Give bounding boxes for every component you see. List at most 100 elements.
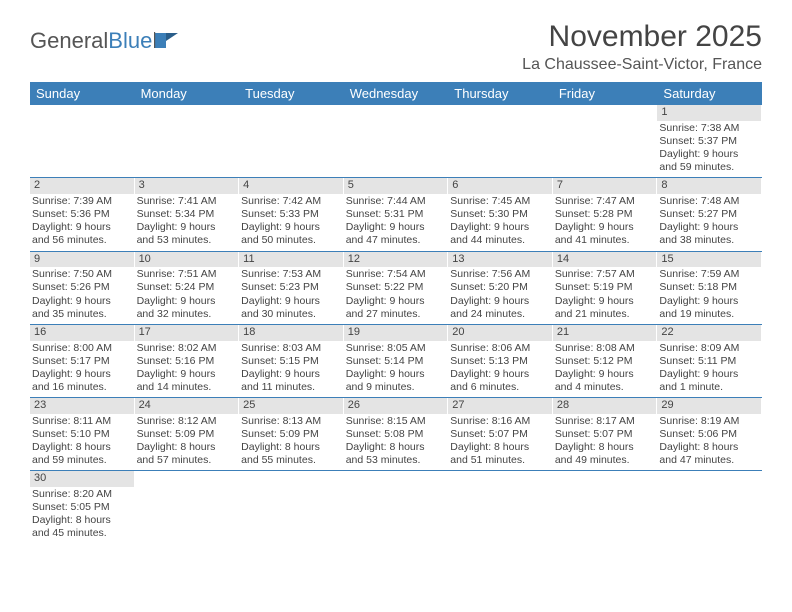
sunrise-text: Sunrise: 7:54 AM [346, 268, 445, 281]
day-number: 21 [553, 325, 658, 341]
week-row: 2Sunrise: 7:39 AMSunset: 5:36 PMDaylight… [30, 178, 762, 251]
title-block: November 2025 La Chaussee-Saint-Victor, … [522, 20, 762, 74]
day-number [239, 471, 344, 487]
day-number [448, 471, 553, 487]
day-cell: 10Sunrise: 7:51 AMSunset: 5:24 PMDayligh… [135, 252, 240, 324]
day-details: Sunrise: 8:02 AMSunset: 5:16 PMDaylight:… [135, 341, 240, 398]
daylight-text: Daylight: 8 hours and 45 minutes. [32, 514, 131, 540]
sunrise-text: Sunrise: 7:56 AM [450, 268, 549, 281]
day-number: 6 [448, 178, 553, 194]
day-number: 30 [30, 471, 135, 487]
day-details: Sunrise: 7:57 AMSunset: 5:19 PMDaylight:… [553, 267, 658, 324]
day-cell [135, 105, 240, 177]
day-cell: 30Sunrise: 8:20 AMSunset: 5:05 PMDayligh… [30, 471, 135, 543]
day-number: 2 [30, 178, 135, 194]
day-cell: 1Sunrise: 7:38 AMSunset: 5:37 PMDaylight… [657, 105, 762, 177]
sunset-text: Sunset: 5:06 PM [659, 428, 758, 441]
day-cell [553, 105, 658, 177]
sunrise-text: Sunrise: 7:50 AM [32, 268, 131, 281]
sunrise-text: Sunrise: 7:53 AM [241, 268, 340, 281]
daylight-text: Daylight: 9 hours and 32 minutes. [137, 295, 236, 321]
day-number: 28 [553, 398, 658, 414]
sunrise-text: Sunrise: 7:48 AM [659, 195, 758, 208]
daylight-text: Daylight: 9 hours and 47 minutes. [346, 221, 445, 247]
day-cell: 3Sunrise: 7:41 AMSunset: 5:34 PMDaylight… [135, 178, 240, 250]
sunrise-text: Sunrise: 7:41 AM [137, 195, 236, 208]
sunrise-text: Sunrise: 8:17 AM [555, 415, 654, 428]
day-cell [239, 471, 344, 543]
day-details: Sunrise: 7:41 AMSunset: 5:34 PMDaylight:… [135, 194, 240, 251]
day-cell: 7Sunrise: 7:47 AMSunset: 5:28 PMDaylight… [553, 178, 658, 250]
day-number: 26 [344, 398, 449, 414]
day-number [448, 105, 553, 121]
day-number: 8 [657, 178, 762, 194]
day-cell: 15Sunrise: 7:59 AMSunset: 5:18 PMDayligh… [657, 252, 762, 324]
day-number: 19 [344, 325, 449, 341]
sunrise-text: Sunrise: 8:06 AM [450, 342, 549, 355]
day-cell: 8Sunrise: 7:48 AMSunset: 5:27 PMDaylight… [657, 178, 762, 250]
sunrise-text: Sunrise: 8:08 AM [555, 342, 654, 355]
calendar: Sunday Monday Tuesday Wednesday Thursday… [30, 82, 762, 544]
day-number: 5 [344, 178, 449, 194]
day-details: Sunrise: 7:48 AMSunset: 5:27 PMDaylight:… [657, 194, 762, 251]
week-row: 1Sunrise: 7:38 AMSunset: 5:37 PMDaylight… [30, 105, 762, 178]
day-details: Sunrise: 8:12 AMSunset: 5:09 PMDaylight:… [135, 414, 240, 471]
daylight-text: Daylight: 9 hours and 50 minutes. [241, 221, 340, 247]
day-number: 17 [135, 325, 240, 341]
sunrise-text: Sunrise: 8:00 AM [32, 342, 131, 355]
weekday-saturday: Saturday [657, 82, 762, 105]
sunset-text: Sunset: 5:26 PM [32, 281, 131, 294]
sunset-text: Sunset: 5:24 PM [137, 281, 236, 294]
day-details: Sunrise: 8:16 AMSunset: 5:07 PMDaylight:… [448, 414, 553, 471]
day-number [553, 471, 658, 487]
day-details: Sunrise: 7:45 AMSunset: 5:30 PMDaylight:… [448, 194, 553, 251]
month-title: November 2025 [522, 20, 762, 54]
sunset-text: Sunset: 5:18 PM [659, 281, 758, 294]
week-row: 9Sunrise: 7:50 AMSunset: 5:26 PMDaylight… [30, 252, 762, 325]
sunrise-text: Sunrise: 7:38 AM [659, 122, 758, 135]
daylight-text: Daylight: 8 hours and 51 minutes. [450, 441, 549, 467]
day-cell: 23Sunrise: 8:11 AMSunset: 5:10 PMDayligh… [30, 398, 135, 470]
sunrise-text: Sunrise: 8:20 AM [32, 488, 131, 501]
day-cell: 16Sunrise: 8:00 AMSunset: 5:17 PMDayligh… [30, 325, 135, 397]
day-details: Sunrise: 7:59 AMSunset: 5:18 PMDaylight:… [657, 267, 762, 324]
daylight-text: Daylight: 9 hours and 1 minute. [659, 368, 758, 394]
day-number: 4 [239, 178, 344, 194]
sunset-text: Sunset: 5:28 PM [555, 208, 654, 221]
sunrise-text: Sunrise: 7:47 AM [555, 195, 654, 208]
day-details: Sunrise: 7:54 AMSunset: 5:22 PMDaylight:… [344, 267, 449, 324]
day-cell: 13Sunrise: 7:56 AMSunset: 5:20 PMDayligh… [448, 252, 553, 324]
logo-text-blue: Blue [108, 28, 152, 54]
day-cell: 19Sunrise: 8:05 AMSunset: 5:14 PMDayligh… [344, 325, 449, 397]
daylight-text: Daylight: 8 hours and 53 minutes. [346, 441, 445, 467]
sunset-text: Sunset: 5:14 PM [346, 355, 445, 368]
day-details: Sunrise: 7:44 AMSunset: 5:31 PMDaylight:… [344, 194, 449, 251]
daylight-text: Daylight: 9 hours and 30 minutes. [241, 295, 340, 321]
sunset-text: Sunset: 5:30 PM [450, 208, 549, 221]
day-details: Sunrise: 7:47 AMSunset: 5:28 PMDaylight:… [553, 194, 658, 251]
day-cell: 11Sunrise: 7:53 AMSunset: 5:23 PMDayligh… [239, 252, 344, 324]
sunset-text: Sunset: 5:33 PM [241, 208, 340, 221]
day-cell: 25Sunrise: 8:13 AMSunset: 5:09 PMDayligh… [239, 398, 344, 470]
day-details: Sunrise: 7:50 AMSunset: 5:26 PMDaylight:… [30, 267, 135, 324]
sunset-text: Sunset: 5:27 PM [659, 208, 758, 221]
day-cell [448, 471, 553, 543]
sunrise-text: Sunrise: 7:39 AM [32, 195, 131, 208]
day-cell [657, 471, 762, 543]
day-number [657, 471, 762, 487]
day-number: 20 [448, 325, 553, 341]
location: La Chaussee-Saint-Victor, France [522, 56, 762, 74]
day-details: Sunrise: 7:42 AMSunset: 5:33 PMDaylight:… [239, 194, 344, 251]
week-row: 30Sunrise: 8:20 AMSunset: 5:05 PMDayligh… [30, 471, 762, 543]
weekday-header: Sunday Monday Tuesday Wednesday Thursday… [30, 82, 762, 105]
daylight-text: Daylight: 9 hours and 16 minutes. [32, 368, 131, 394]
day-cell: 17Sunrise: 8:02 AMSunset: 5:16 PMDayligh… [135, 325, 240, 397]
day-number: 12 [344, 252, 449, 268]
sunset-text: Sunset: 5:31 PM [346, 208, 445, 221]
day-cell [239, 105, 344, 177]
day-number [135, 471, 240, 487]
day-cell: 12Sunrise: 7:54 AMSunset: 5:22 PMDayligh… [344, 252, 449, 324]
day-details: Sunrise: 7:56 AMSunset: 5:20 PMDaylight:… [448, 267, 553, 324]
daylight-text: Daylight: 9 hours and 11 minutes. [241, 368, 340, 394]
day-cell: 27Sunrise: 8:16 AMSunset: 5:07 PMDayligh… [448, 398, 553, 470]
